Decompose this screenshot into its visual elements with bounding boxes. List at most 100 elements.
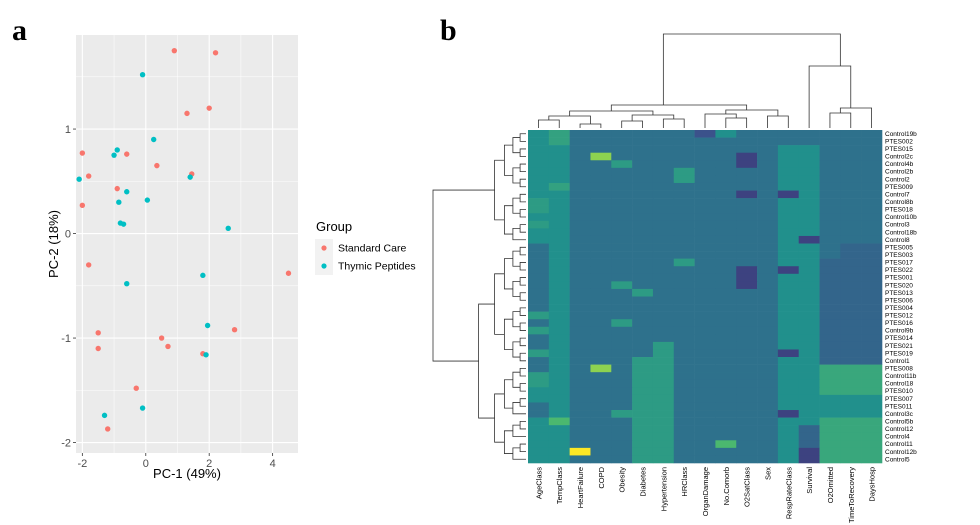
- heatmap-cell: [777, 266, 800, 275]
- heatmap-cell: [736, 319, 758, 328]
- heatmap-cell: [590, 417, 612, 426]
- heatmap-cell: [819, 311, 841, 320]
- heatmap-cell: [819, 243, 841, 252]
- heatmap-cell: [798, 425, 820, 434]
- heatmap-cell: [777, 243, 800, 252]
- heatmap-cell: [798, 417, 820, 426]
- heatmap-cell: [861, 266, 883, 275]
- dendrogram-branch: [512, 227, 526, 241]
- heatmap-cell: [736, 432, 758, 441]
- heatmap-cell: [652, 341, 675, 350]
- heatmap-cell: [757, 175, 779, 184]
- heatmap-cell: [819, 364, 841, 373]
- heatmap-cell: [694, 258, 716, 267]
- heatmap-cell: [632, 288, 654, 297]
- row-label: Control7: [885, 191, 910, 198]
- dendrogram-branch: [725, 117, 748, 128]
- heatmap-cell: [652, 349, 675, 358]
- heatmap-cell: [798, 198, 820, 206]
- heatmap-cell: [673, 175, 695, 184]
- heatmap-cell: [652, 379, 675, 388]
- heatmap-cell: [548, 213, 570, 222]
- heatmap-cell: [694, 182, 716, 191]
- heatmap-cell: [798, 379, 820, 388]
- heatmap-cell: [590, 319, 612, 328]
- heatmap-cell: [819, 440, 841, 449]
- point-standard-care: [85, 262, 92, 268]
- dendrogram-branch: [519, 277, 526, 286]
- heatmap-cell: [652, 205, 675, 214]
- heatmap-cell: [736, 296, 758, 305]
- heatmap-cell: [590, 228, 612, 237]
- heatmap-cell: [590, 334, 612, 343]
- heatmap-cell: [757, 273, 779, 282]
- heatmap-cell: [548, 379, 570, 388]
- heatmap-cell: [715, 137, 737, 146]
- heatmap-cell: [798, 266, 820, 275]
- heatmap-cell: [632, 190, 654, 199]
- heatmap-cell: [611, 182, 633, 191]
- row-label: PTES020: [885, 282, 913, 289]
- heatmap-cell: [694, 228, 716, 237]
- heatmap-cell: [757, 243, 779, 252]
- heatmap-cell: [673, 190, 695, 199]
- heatmap-cell: [736, 266, 758, 275]
- dendrogram-branch: [662, 33, 841, 105]
- heatmap-cell: [569, 402, 591, 411]
- dendrogram-branch: [839, 107, 872, 128]
- heatmap-cell: [590, 205, 612, 214]
- heatmap-cell: [861, 228, 883, 237]
- heatmap-cell: [652, 130, 675, 138]
- heatmap-cell: [694, 425, 716, 434]
- heatmap-cell: [819, 220, 841, 229]
- heatmap-cell: [736, 243, 758, 252]
- heatmap-cell: [548, 130, 570, 138]
- scatter-points: [76, 47, 292, 432]
- heatmap-cell: [632, 372, 654, 381]
- heatmap-cell: [798, 175, 820, 184]
- heatmap-cell: [590, 326, 612, 335]
- heatmap-cell: [840, 258, 862, 267]
- heatmap-cell: [611, 228, 633, 237]
- heatmap-cell: [798, 364, 820, 373]
- heatmap-cell: [757, 160, 779, 169]
- heatmap-cell: [777, 281, 800, 290]
- heatmap-cell: [548, 447, 570, 456]
- heatmap-cell: [694, 326, 716, 335]
- heatmap-cell: [611, 402, 633, 411]
- heatmap-cell: [548, 296, 570, 305]
- point-standard-care: [165, 343, 171, 350]
- heatmap-cell: [777, 357, 800, 365]
- heatmap-cell: [569, 281, 591, 290]
- heatmap-cell: [840, 251, 862, 259]
- heatmap-cell: [777, 288, 800, 297]
- heatmap-cell: [757, 334, 779, 343]
- row-label: Control11: [885, 441, 913, 448]
- heatmap-cell: [840, 266, 862, 275]
- heatmap-cell: [694, 402, 716, 411]
- heatmap-cell: [569, 220, 591, 229]
- heatmap-cell: [548, 432, 570, 441]
- heatmap-cell: [528, 296, 550, 305]
- dendrogram-branch: [725, 109, 779, 116]
- dendrogram-branch: [519, 337, 526, 347]
- point-thymic-peptides: [203, 352, 209, 358]
- heatmap-cell: [569, 379, 591, 388]
- point-thymic-peptides: [151, 136, 157, 143]
- heatmap-cell: [611, 455, 633, 464]
- heatmap-cell: [694, 190, 716, 199]
- point-standard-care: [95, 345, 101, 352]
- heatmap-cell: [819, 425, 841, 434]
- heatmap-cell: [715, 304, 737, 312]
- heatmap-cell: [673, 372, 695, 381]
- heatmap-cell: [840, 402, 862, 411]
- heatmap-cell: [736, 152, 758, 161]
- heatmap-cell: [673, 304, 695, 312]
- point-standard-care: [171, 47, 178, 54]
- heatmap-cell: [736, 281, 758, 290]
- heatmap-cell: [715, 273, 737, 282]
- heatmap-cell: [694, 235, 716, 244]
- legend-label-standard-care: Standard Care: [338, 243, 406, 255]
- heatmap-cell: [736, 213, 758, 222]
- heatmap-cell: [569, 394, 591, 403]
